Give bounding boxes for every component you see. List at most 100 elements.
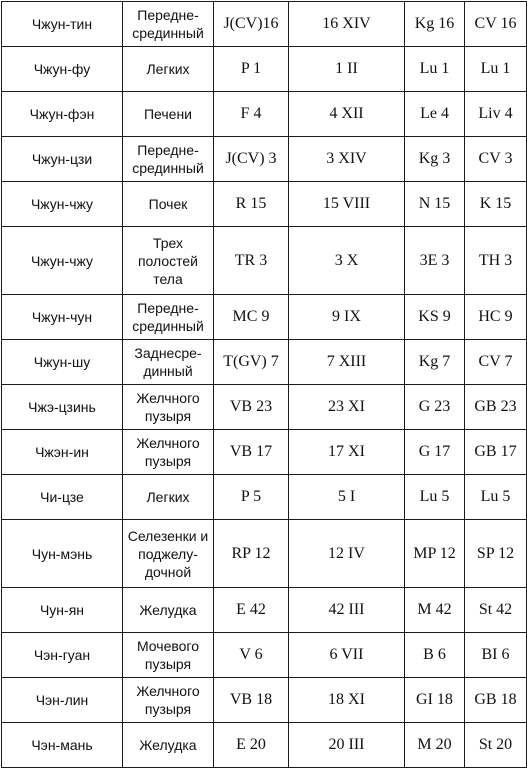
code-english-cell: Lu 5 [464,474,527,520]
code-french-cell: MC 9 [213,294,289,340]
code-english-cell: TH 3 [464,226,527,295]
point-name-cell: Чун-ян [1,587,123,633]
point-name-cell: Чжун-тин [1,1,123,47]
code-german-cell: Lu 5 [404,474,465,520]
code-roman-cell: 23 XI [288,384,405,430]
code-german-cell: N 15 [404,181,465,227]
code-english-cell: BI 6 [464,632,527,678]
meridian-cell: Желудка [122,587,214,633]
code-roman-cell: 1 II [288,46,405,92]
code-english-cell: CV 3 [464,136,527,182]
meridian-cell: Желчного пузыря [122,429,214,475]
code-french-cell: R 15 [213,181,289,227]
table-body: Чжун-тин Передне-срединный J(CV)16 16 XIV Kg… [1,1,527,768]
code-english-cell: CV 7 [464,339,527,385]
meridian-cell: Почек [122,181,214,227]
table-row: Чун-ян Желудка E 42 42 III M 42 St 42 [1,587,527,633]
point-name-cell: Чун-мэнь [1,519,123,588]
code-roman-cell: 17 XI [288,429,405,475]
table-row: Чжун-тин Передне-срединный J(CV)16 16 XIV Kg… [1,1,527,47]
code-french-cell: J(CV) 3 [213,136,289,182]
table-row: Чжэн-ин Желчного пузыря VB 17 17 XI G 17 GB 1… [1,429,527,475]
meridian-cell: Легких [122,474,214,520]
code-english-cell: GB 23 [464,384,527,430]
meridian-cell: Желчного пузыря [122,677,214,723]
code-english-cell: HC 9 [464,294,527,340]
point-name-cell: Чжун-чун [1,294,123,340]
meridian-cell: Передне-срединный [122,136,214,182]
code-roman-cell: 5 I [288,474,405,520]
code-german-cell: KS 9 [404,294,465,340]
code-german-cell: Kg 3 [404,136,465,182]
code-german-cell: B 6 [404,632,465,678]
point-name-cell: Чжэ-цзинь [1,384,123,430]
code-english-cell: K 15 [464,181,527,227]
code-german-cell: Kg 16 [404,1,465,47]
point-name-cell: Чэн-мань [1,722,123,768]
meridian-cell: Легких [122,46,214,92]
point-name-cell: Чжун-шу [1,339,123,385]
code-german-cell: GI 18 [404,677,465,723]
point-name-cell: Чжэн-ин [1,429,123,475]
code-french-cell: VB 23 [213,384,289,430]
point-name-cell: Чжун-чжу [1,181,123,227]
meridian-cell: Трех полостей тела [122,226,214,295]
meridian-cell: Заднесре-динный [122,339,214,385]
code-roman-cell: 12 IV [288,519,405,588]
acupoint-table: Чжун-тин Передне-срединный J(CV)16 16 XIV Kg… [1,1,527,768]
code-english-cell: St 20 [464,722,527,768]
code-roman-cell: 42 III [288,587,405,633]
point-name-cell: Чи-цзе [1,474,123,520]
code-french-cell: F 4 [213,91,289,137]
meridian-cell: Мочевого пузыря [122,632,214,678]
code-roman-cell: 4 XII [288,91,405,137]
meridian-cell: Желудка [122,722,214,768]
table-row: Чэн-лин Желчного пузыря VB 18 18 XI GI 18 GB … [1,677,527,723]
point-name-cell: Чжун-фэн [1,91,123,137]
code-german-cell: 3E 3 [404,226,465,295]
code-roman-cell: 9 IX [288,294,405,340]
code-french-cell: E 42 [213,587,289,633]
point-name-cell: Чэн-лин [1,677,123,723]
code-german-cell: M 20 [404,722,465,768]
code-german-cell: Kg 7 [404,339,465,385]
meridian-cell: Желчного пузыря [122,384,214,430]
code-german-cell: G 17 [404,429,465,475]
meridian-cell: Передне-срединный [122,1,214,47]
meridian-cell: Селезенки и поджелу-дочной [122,519,214,588]
code-french-cell: VB 18 [213,677,289,723]
code-roman-cell: 3 X [288,226,405,295]
code-english-cell: Lu 1 [464,46,527,92]
code-roman-cell: 20 III [288,722,405,768]
code-english-cell: Liv 4 [464,91,527,137]
code-french-cell: P 5 [213,474,289,520]
code-roman-cell: 18 XI [288,677,405,723]
code-french-cell: E 20 [213,722,289,768]
code-roman-cell: 3 XIV [288,136,405,182]
point-name-cell: Чжун-цзи [1,136,123,182]
code-french-cell: V 6 [213,632,289,678]
code-english-cell: GB 17 [464,429,527,475]
code-roman-cell: 6 VII [288,632,405,678]
point-name-cell: Чэн-гуан [1,632,123,678]
code-french-cell: VB 17 [213,429,289,475]
code-german-cell: Lu 1 [404,46,465,92]
code-german-cell: G 23 [404,384,465,430]
code-english-cell: CV 16 [464,1,527,47]
code-german-cell: Le 4 [404,91,465,137]
code-roman-cell: 16 XIV [288,1,405,47]
table-row: Чжун-чжу Почек R 15 15 VIII N 15 K 15 [1,181,527,227]
code-roman-cell: 15 VIII [288,181,405,227]
table-row: Чэн-мань Желудка E 20 20 III M 20 St 20 [1,722,527,768]
meridian-cell: Передне-срединный [122,294,214,340]
code-english-cell: St 42 [464,587,527,633]
code-french-cell: TR 3 [213,226,289,295]
code-english-cell: GB 18 [464,677,527,723]
